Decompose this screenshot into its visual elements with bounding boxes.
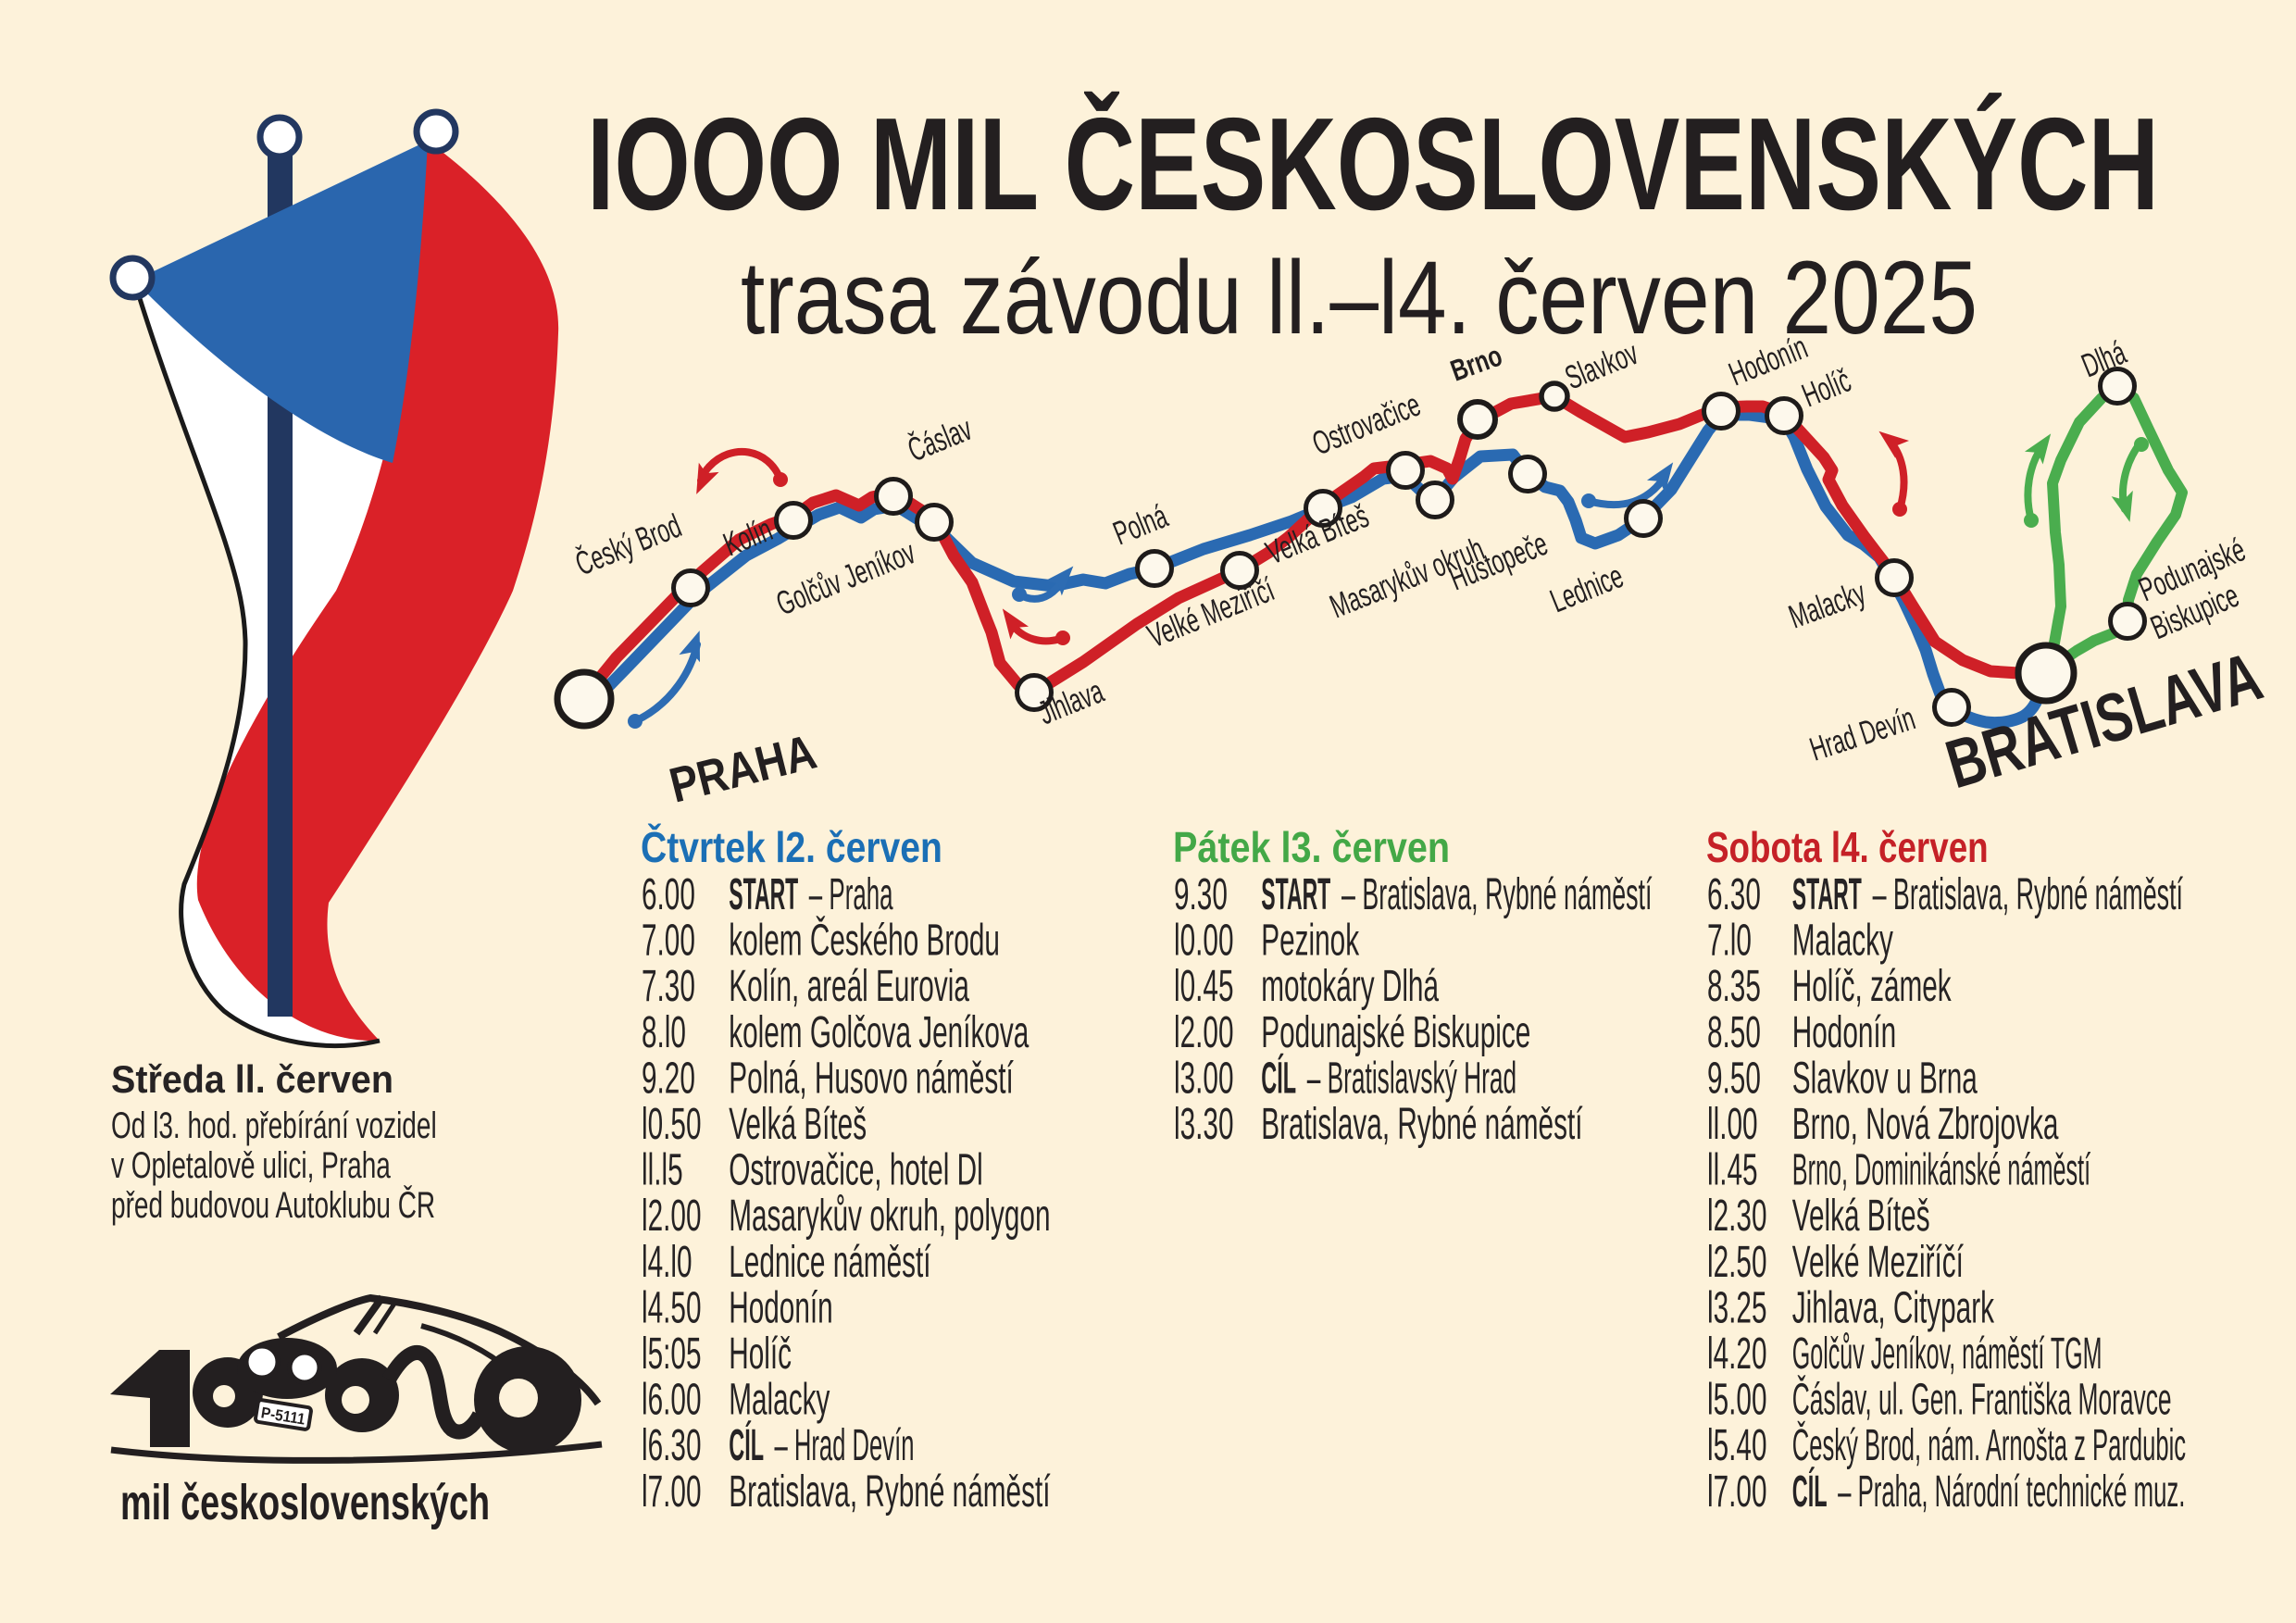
svg-text:Čtvrtek l2. červen: Čtvrtek l2. červen — [641, 823, 942, 872]
svg-text:Pátek l3. červen: Pátek l3. červen — [1173, 824, 1450, 871]
svg-text:IOOO MIL ČESKOSLOVENSKÝCH: IOOO MIL ČESKOSLOVENSKÝCH — [587, 90, 2159, 238]
svg-text:Sobota l4. červen: Sobota l4. červen — [1706, 823, 1989, 871]
svg-text:Středa ll. červen: Středa ll. červen — [111, 1057, 393, 1101]
svg-text:trasa závodu ll.–l4. červen 20: trasa závodu ll.–l4. červen 2025 — [741, 240, 1978, 356]
svg-text:mil československých: mil československých — [120, 1474, 490, 1529]
svg-text:Od l3. hod. přebírání vozidel: Od l3. hod. přebírání vozidel — [111, 1105, 437, 1146]
svg-text:před budovou Autoklubu ČR: před budovou Autoklubu ČR — [111, 1184, 435, 1226]
svg-text:v Opletalově ulici, Praha: v Opletalově ulici, Praha — [111, 1145, 391, 1186]
